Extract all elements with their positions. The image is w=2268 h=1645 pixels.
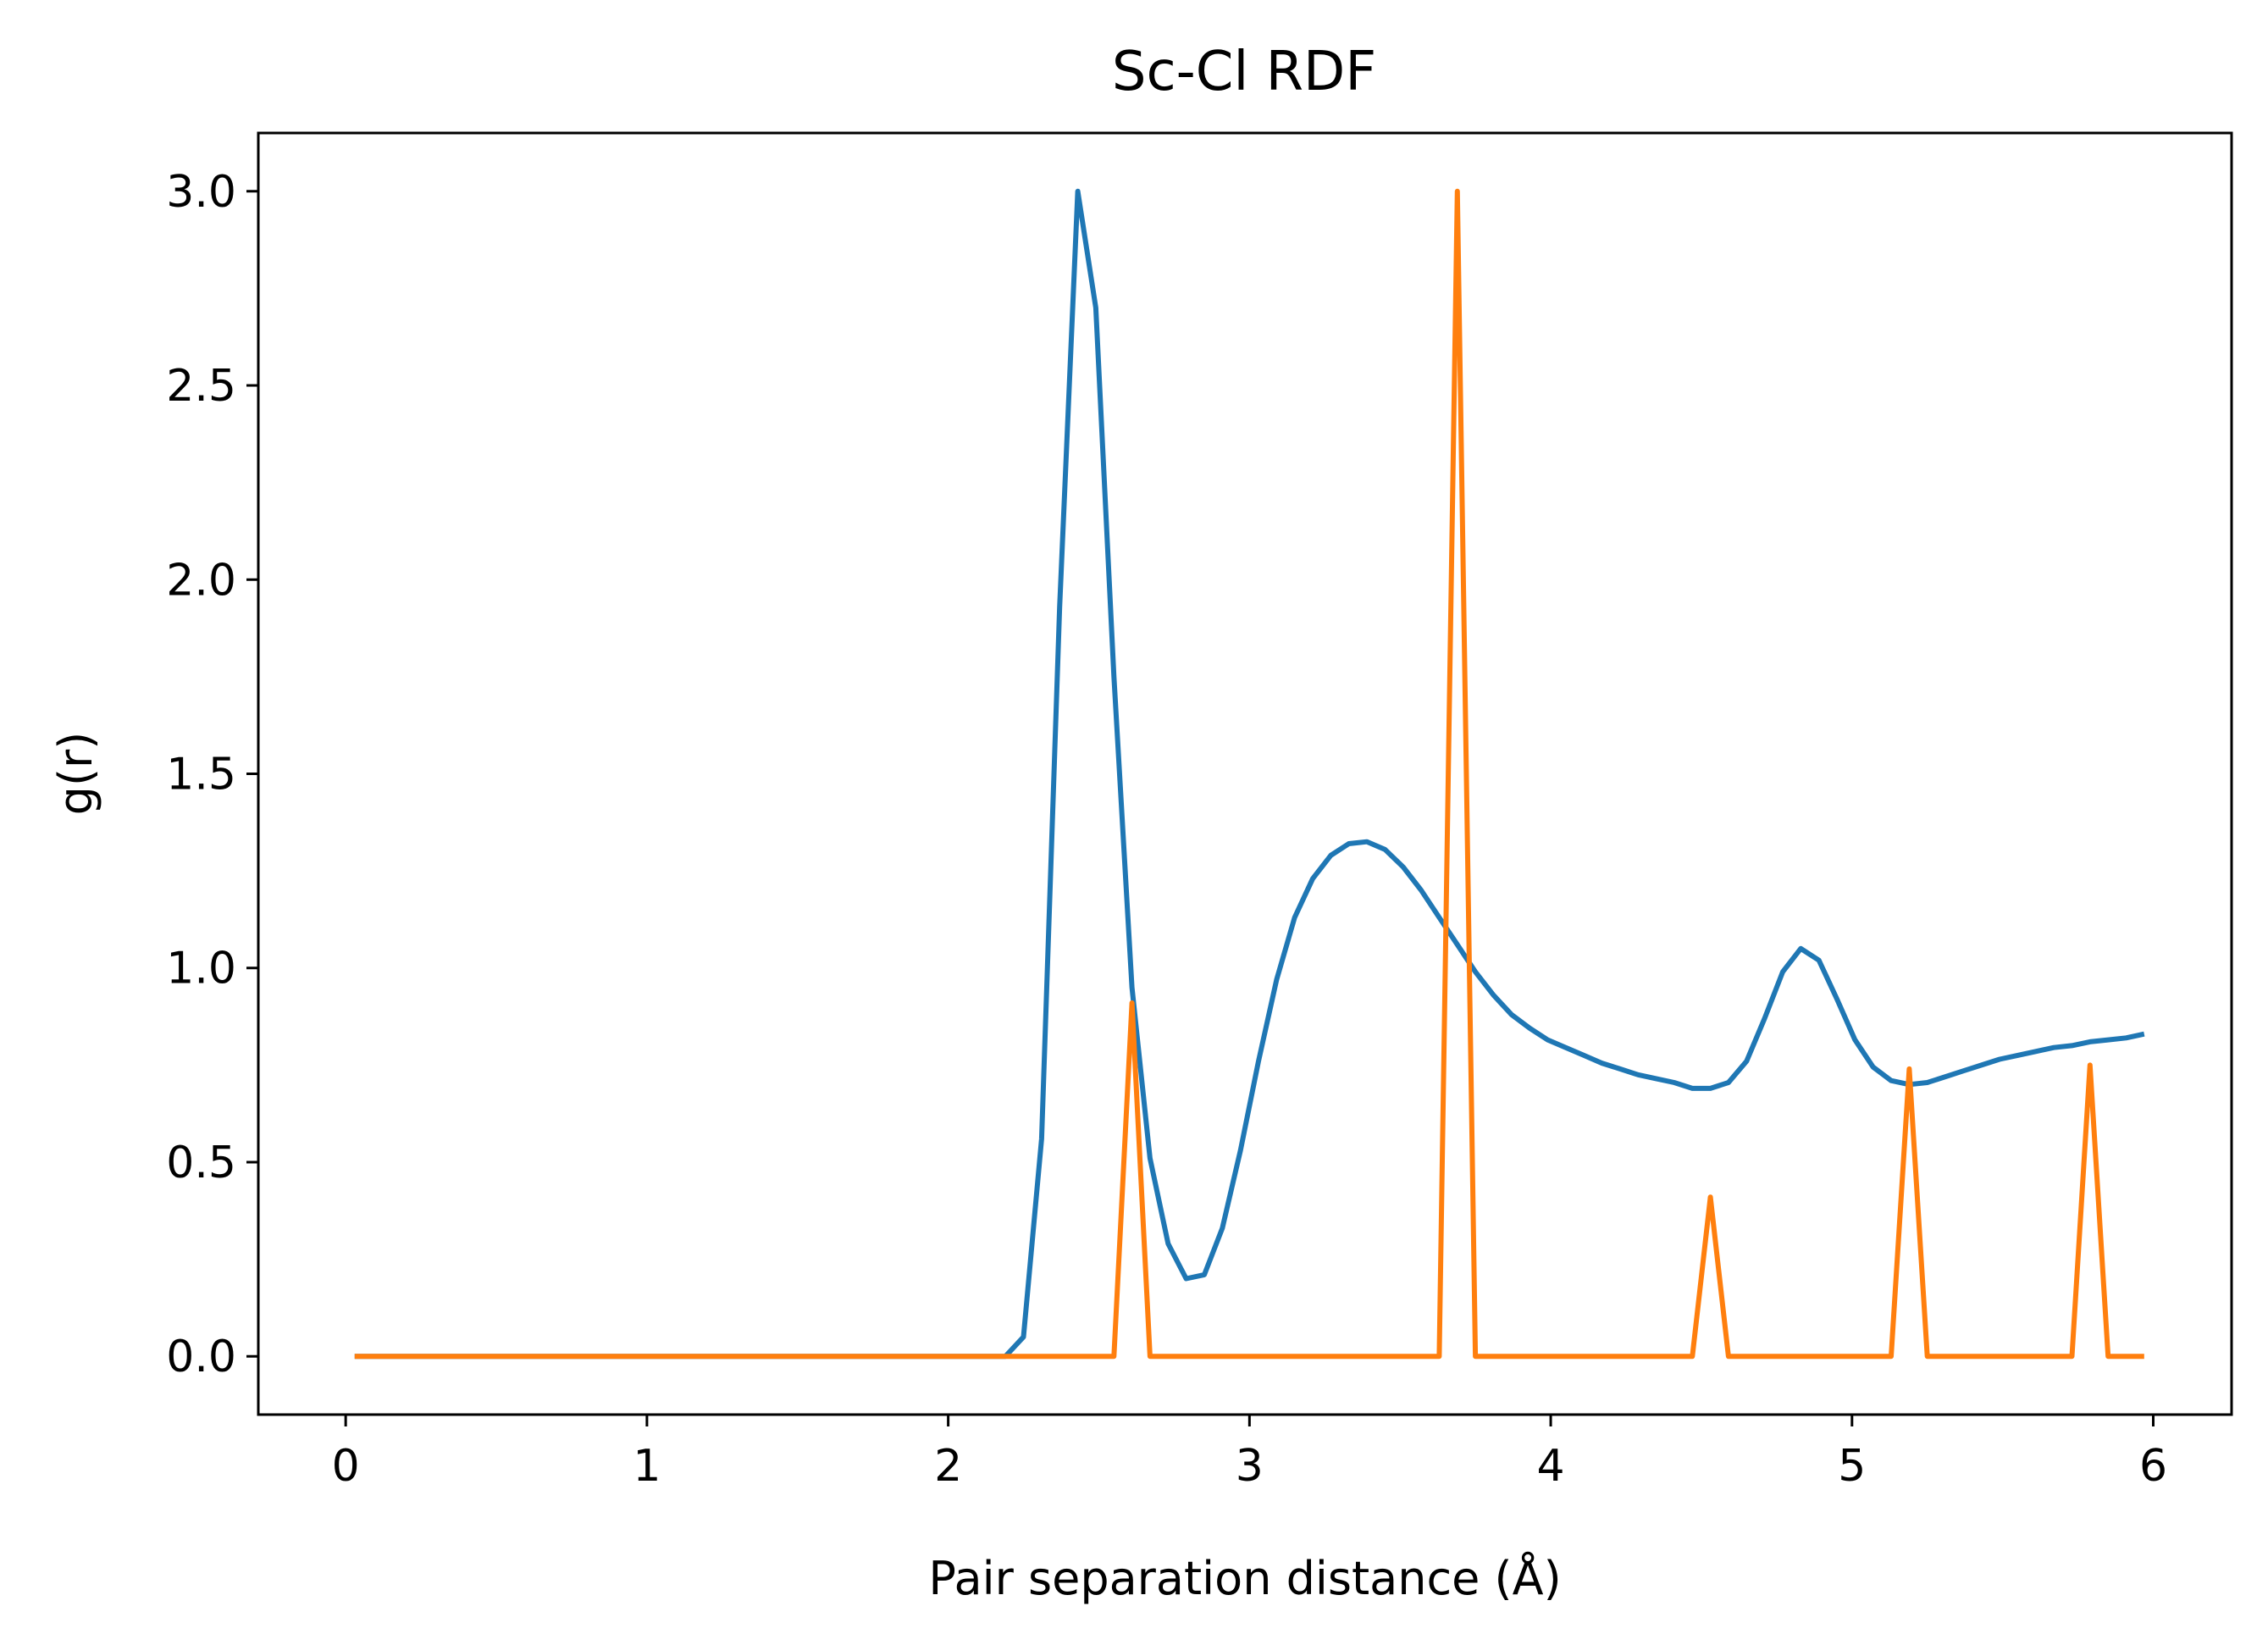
y-axis: 0.0 0.5 1.0 1.5 2.0 2.5 3.0 xyxy=(166,167,258,1382)
series-layer xyxy=(354,188,2145,1360)
x-tick-label: 3 xyxy=(1236,1441,1264,1492)
series-line-2 xyxy=(354,188,2144,1360)
y-axis-label: g(r) xyxy=(49,732,102,816)
x-tick-label: 4 xyxy=(1537,1441,1565,1492)
series-line-1 xyxy=(354,188,2145,1360)
x-tick-label: 2 xyxy=(934,1441,962,1492)
y-tick-label: 3.0 xyxy=(166,167,236,218)
x-tick-label: 6 xyxy=(2139,1441,2167,1492)
x-tick-label: 0 xyxy=(332,1441,360,1492)
y-tick-label: 0.5 xyxy=(166,1138,236,1188)
x-axis-label: Pair separation distance (Å) xyxy=(928,1551,1561,1605)
x-tick-label: 5 xyxy=(1838,1441,1866,1492)
y-tick-label: 2.0 xyxy=(166,555,236,606)
y-tick-label: 0.0 xyxy=(166,1332,236,1382)
y-tick-label: 2.5 xyxy=(166,361,236,412)
x-tick-label: 1 xyxy=(633,1441,661,1492)
y-tick-label: 1.5 xyxy=(166,750,236,800)
y-tick-label: 1.0 xyxy=(166,944,236,994)
x-axis: 0 1 2 3 4 5 6 xyxy=(332,1415,2167,1492)
chart-title: Sc-Cl RDF xyxy=(1112,41,1376,103)
